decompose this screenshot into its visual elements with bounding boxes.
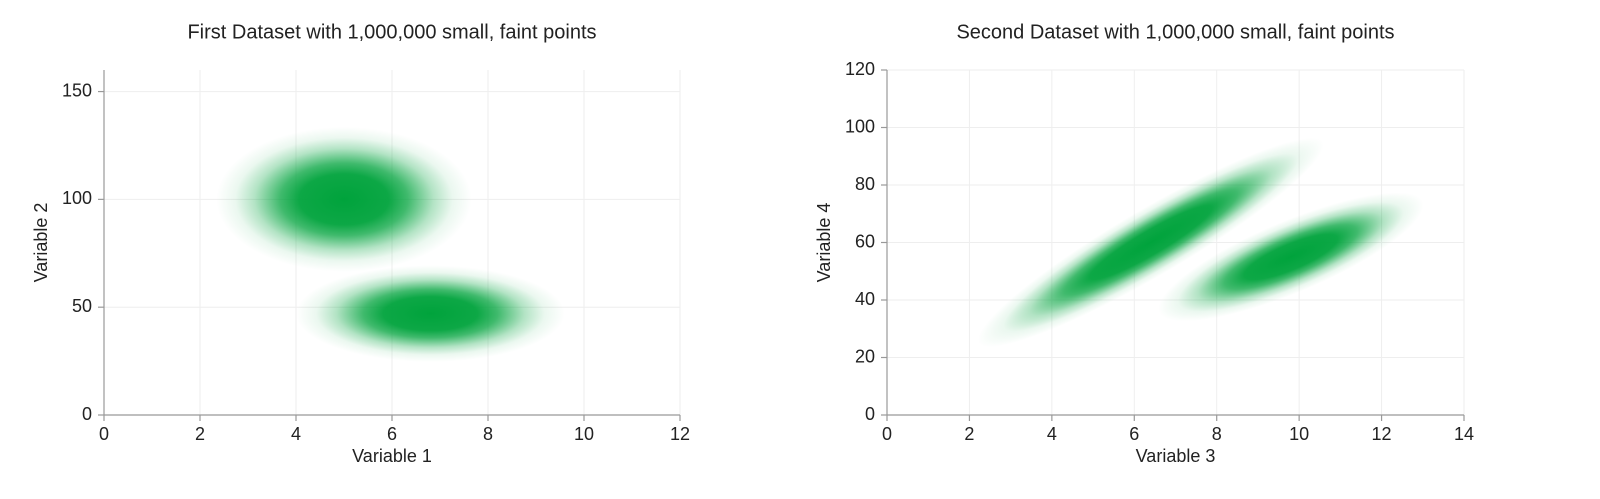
x-tick-label: 4 <box>291 424 301 444</box>
x-tick-label: 14 <box>1454 424 1474 444</box>
x-tick-label: 4 <box>1047 424 1057 444</box>
x-tick-label: 2 <box>195 424 205 444</box>
x-tick-label: 12 <box>1372 424 1392 444</box>
y-tick-label: 50 <box>72 296 92 316</box>
y-tick-label: 100 <box>62 188 92 208</box>
y-axis-label: Variable 4 <box>814 203 834 283</box>
y-tick-label: 150 <box>62 80 92 100</box>
y-tick-label: 0 <box>865 404 875 424</box>
y-tick-label: 40 <box>855 289 875 309</box>
x-tick-label: 12 <box>670 424 690 444</box>
x-axis-label: Variable 1 <box>352 446 432 466</box>
x-tick-label: 6 <box>1129 424 1139 444</box>
x-tick-label: 0 <box>99 424 109 444</box>
y-axis-label: Variable 2 <box>31 203 51 283</box>
y-tick-label: 0 <box>82 404 92 424</box>
x-tick-label: 8 <box>483 424 493 444</box>
point-cloud <box>1158 192 1424 322</box>
x-tick-label: 2 <box>964 424 974 444</box>
y-tick-label: 60 <box>855 231 875 251</box>
point-cloud <box>977 137 1324 348</box>
y-tick-label: 120 <box>845 59 875 79</box>
x-tick-label: 0 <box>882 424 892 444</box>
chart-title: First Dataset with 1,000,000 small, fain… <box>187 21 596 43</box>
point-cloud <box>296 265 565 362</box>
scatter-clusters <box>216 126 565 362</box>
chart-title: Second Dataset with 1,000,000 small, fai… <box>956 21 1394 43</box>
x-tick-label: 10 <box>1289 424 1309 444</box>
x-tick-label: 10 <box>574 424 594 444</box>
y-tick-label: 100 <box>845 116 875 136</box>
y-tick-label: 80 <box>855 174 875 194</box>
x-tick-label: 8 <box>1212 424 1222 444</box>
x-axis-label: Variable 3 <box>1136 446 1216 466</box>
x-tick-label: 6 <box>387 424 397 444</box>
y-tick-label: 20 <box>855 346 875 366</box>
point-cloud <box>216 126 472 272</box>
scatter-clusters <box>977 137 1424 348</box>
